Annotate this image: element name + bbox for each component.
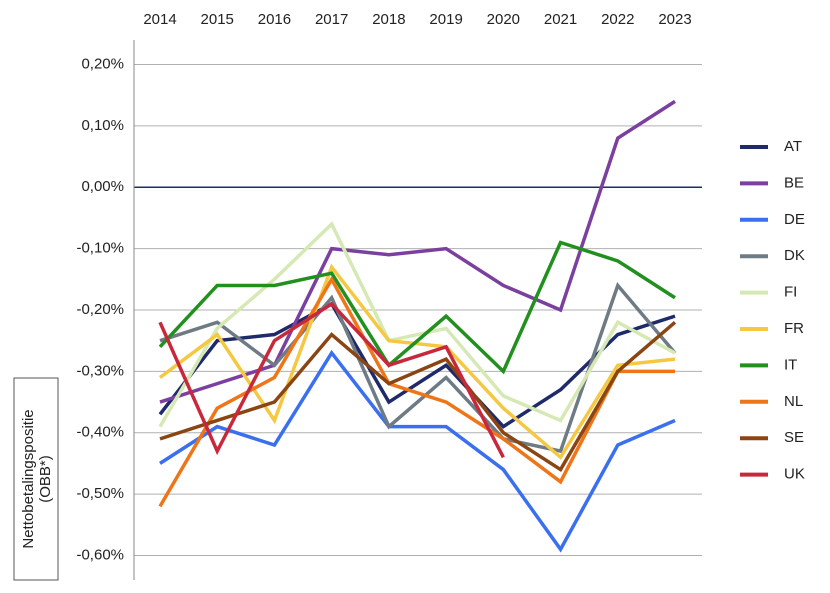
legend-label: IT: [784, 356, 797, 373]
y-tick-label: -0,60%: [76, 546, 124, 563]
y-tick-label: -0,20%: [76, 301, 124, 318]
legend-label: AT: [784, 138, 802, 155]
series-line: [159, 349, 676, 553]
legend-label: SE: [784, 429, 804, 446]
x-tick-label: 2022: [601, 11, 634, 28]
series-line: [159, 320, 677, 473]
x-tick-label: 2021: [544, 11, 577, 28]
y-tick-label: -0,30%: [76, 362, 124, 379]
x-tick-label: 2015: [201, 11, 234, 28]
x-tick-label: 2020: [487, 11, 520, 28]
y-tick-label: 0,00%: [81, 178, 124, 195]
y-axis-label: Nettobetalingspositie: [20, 409, 37, 548]
series-line: [158, 301, 505, 459]
series-line: [158, 240, 676, 375]
legend-label: FR: [784, 320, 804, 337]
y-tick-label: 0,20%: [81, 56, 124, 73]
x-tick-label: 2017: [315, 11, 348, 28]
y-axis-label: (OBB*): [37, 455, 54, 503]
series-line: [158, 221, 676, 428]
y-tick-label: -0,10%: [76, 240, 124, 257]
legend-label: FI: [784, 284, 797, 301]
x-tick-label: 2023: [658, 11, 691, 28]
x-tick-label: 2014: [143, 11, 176, 28]
x-tick-label: 2019: [429, 11, 462, 28]
legend-label: BE: [784, 174, 804, 191]
legend-label: NL: [784, 393, 803, 410]
series-line: [158, 301, 676, 429]
x-tick-label: 2018: [372, 11, 405, 28]
legend-label: UK: [784, 466, 805, 483]
y-label-box: [13, 377, 59, 581]
legend-label: DE: [784, 211, 805, 228]
series-line: [158, 263, 676, 460]
x-tick-label: 2016: [258, 11, 291, 28]
y-tick-label: -0,40%: [76, 424, 124, 441]
y-tick-label: -0,50%: [76, 485, 124, 502]
legend-label: DK: [784, 247, 805, 264]
y-tick-label: 0,10%: [81, 117, 124, 134]
